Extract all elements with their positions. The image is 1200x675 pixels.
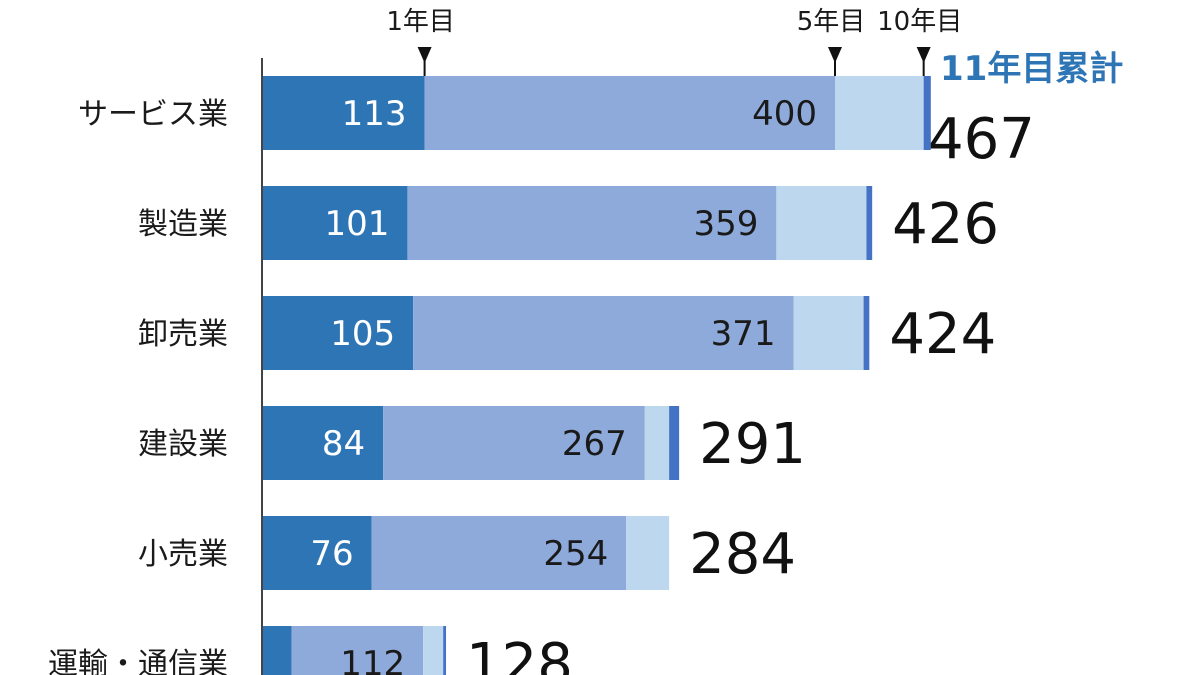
milestone-label: 1年目 — [386, 7, 455, 37]
milestone-triangle — [417, 47, 432, 63]
bar-segment — [669, 406, 680, 480]
segment-label-year1: 84 — [322, 424, 365, 464]
total-label: 426 — [892, 192, 999, 257]
bar-segment — [866, 186, 873, 260]
bar-segment — [263, 406, 384, 480]
bar-segment — [263, 76, 425, 150]
category-label: 小売業 — [138, 537, 228, 572]
total-label: 467 — [928, 107, 1035, 172]
segment-label-year5: 371 — [711, 314, 776, 354]
segment-label-year1: 105 — [330, 314, 395, 354]
bar-segment — [793, 296, 864, 370]
milestone-label: 10年目 — [877, 7, 962, 37]
category-label: 製造業 — [138, 207, 228, 242]
bar-segment — [423, 626, 444, 675]
bar-segment — [424, 76, 835, 150]
bar-segment — [863, 296, 870, 370]
bar-segment — [263, 296, 414, 370]
segment-label-year5: 359 — [693, 204, 758, 244]
category-label: 建設業 — [138, 427, 228, 462]
segment-label-year5: 400 — [752, 94, 817, 134]
milestone-label: 5年目 — [797, 7, 866, 37]
bar-segment — [923, 76, 931, 150]
legend-label: 11年目累計 — [940, 49, 1123, 89]
bar-segment — [626, 516, 670, 590]
bar-segment — [291, 626, 424, 675]
category-label: サービス業 — [78, 97, 228, 132]
segment-label-year5: 267 — [562, 424, 627, 464]
bar-segment — [383, 406, 645, 480]
segment-label-year1: 101 — [325, 204, 390, 244]
category-label: 運輸・通信業 — [48, 647, 228, 675]
bar-segment — [407, 186, 777, 260]
bar-segment — [413, 296, 794, 370]
category-label: 卸売業 — [138, 317, 228, 352]
total-label: 128 — [466, 632, 573, 675]
segment-label-year5: 254 — [543, 534, 608, 574]
bar-segment — [263, 186, 408, 260]
milestone-triangle — [916, 47, 931, 63]
segment-label-year1: 113 — [342, 94, 407, 134]
bar-segment — [644, 406, 670, 480]
segment-label-year5: 112 — [340, 644, 405, 675]
bar-segment — [443, 626, 447, 675]
bar-segment — [263, 626, 292, 675]
total-label: 424 — [889, 302, 996, 367]
segment-label-year1: 76 — [310, 534, 353, 574]
total-label: 284 — [689, 522, 796, 587]
bar-segment — [835, 76, 924, 150]
bar-segment — [776, 186, 867, 260]
bar-segment — [263, 516, 372, 590]
milestone-triangle — [828, 47, 842, 63]
bar-segment — [371, 516, 627, 590]
total-label: 291 — [699, 412, 806, 477]
